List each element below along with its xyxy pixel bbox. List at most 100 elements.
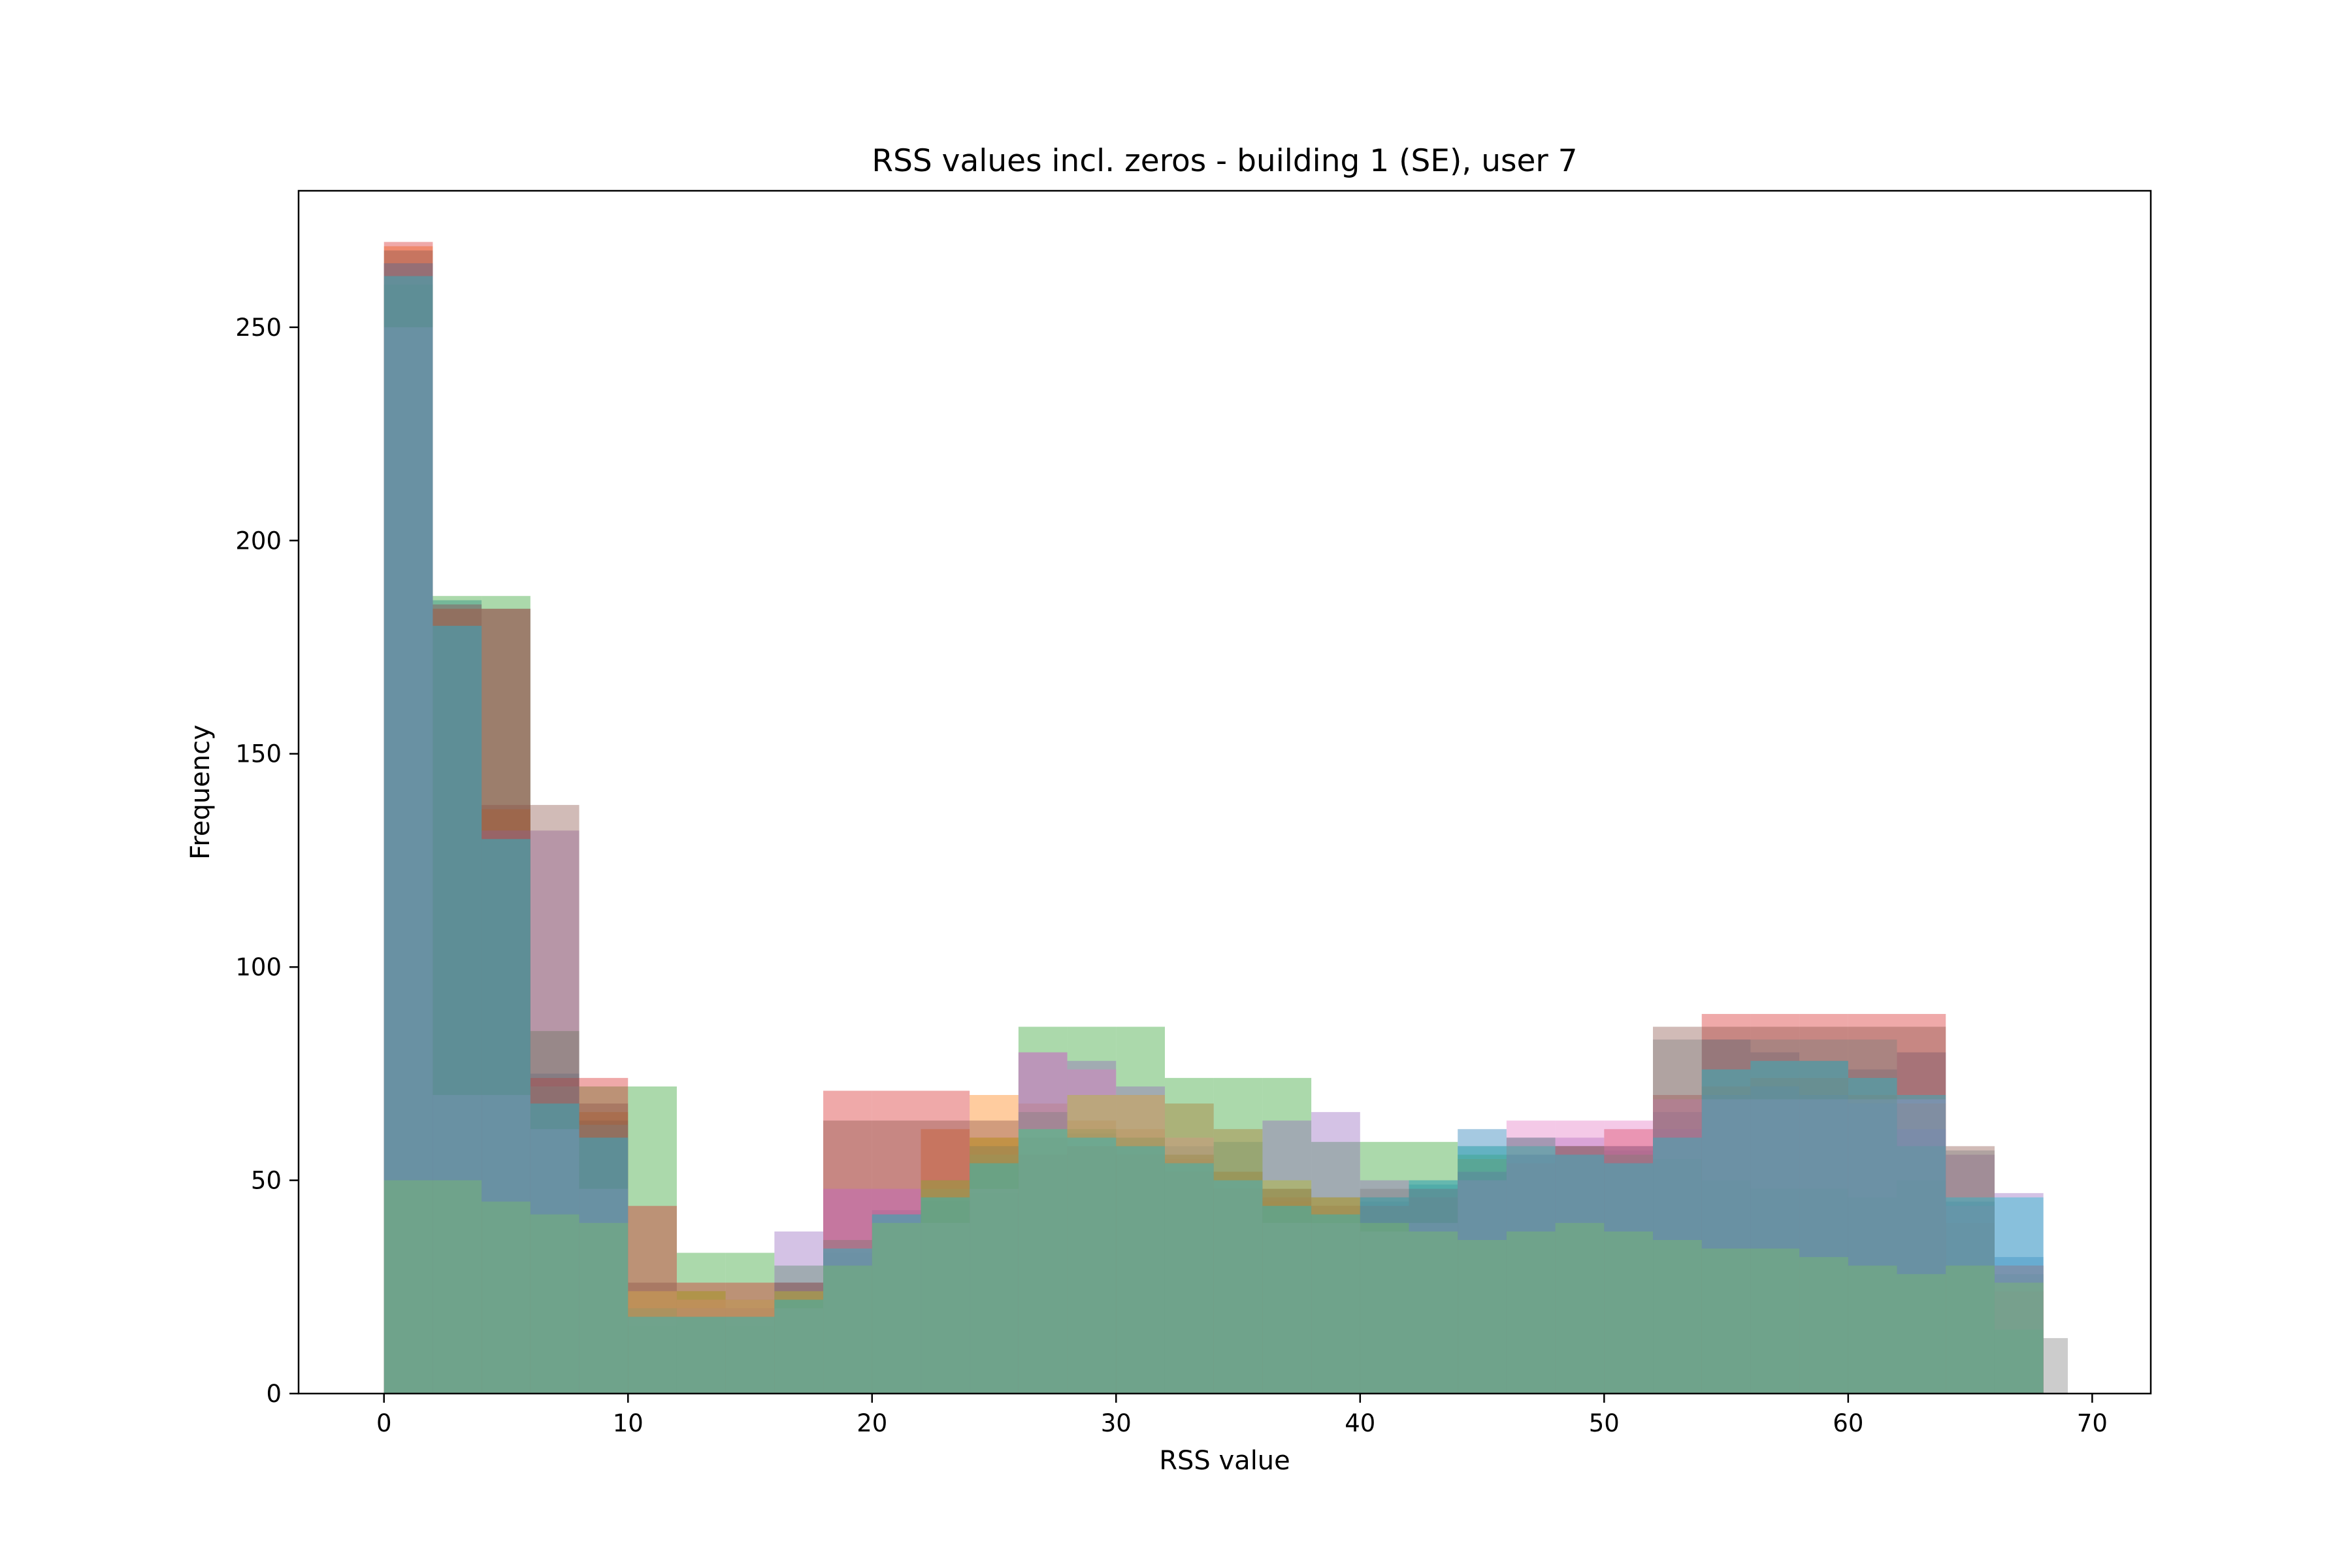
- y-tick-label: 200: [235, 527, 282, 555]
- histogram-bar: [530, 1129, 580, 1394]
- histogram-bar: [1555, 1146, 1605, 1394]
- histogram-bars: [384, 242, 2068, 1394]
- histogram-bar: [725, 1299, 775, 1394]
- histogram-bar: [1116, 1146, 1165, 1394]
- histogram-bar: [579, 1120, 629, 1394]
- histogram-bar: [1653, 1026, 1702, 1394]
- histogram-bar: [579, 1137, 629, 1394]
- histogram-bar: [1604, 1129, 1654, 1394]
- histogram-bar: [1604, 1231, 1654, 1394]
- histogram-bar: [1701, 1026, 1751, 1394]
- histogram-bar: [970, 1095, 1019, 1394]
- histogram-bar: [1848, 1013, 1897, 1394]
- histogram-bar: [530, 1103, 580, 1394]
- histogram-bar: [872, 1222, 921, 1394]
- histogram-bar: [628, 1205, 677, 1394]
- histogram-bar: [433, 596, 482, 1394]
- histogram-bar: [1897, 1103, 1946, 1394]
- histogram-bar: [1799, 1077, 1848, 1394]
- histogram-bar: [579, 1222, 629, 1394]
- histogram-bar: [1701, 1039, 1751, 1394]
- histogram-bar: [1067, 1069, 1117, 1394]
- histogram-bar: [1555, 1154, 1605, 1394]
- histogram-bar: [433, 1180, 482, 1394]
- histogram-bar: [1799, 1257, 1848, 1394]
- histogram-bar: [1458, 1158, 1507, 1394]
- histogram-bar: [1360, 1188, 1409, 1394]
- histogram-bar: [628, 1308, 677, 1394]
- histogram-bar: [1116, 1086, 1165, 1394]
- histogram-bar: [1311, 1197, 1360, 1394]
- histogram-bar: [482, 608, 531, 1394]
- y-tick-label: 100: [235, 953, 282, 981]
- histogram-bar: [1555, 1137, 1605, 1394]
- histogram-bar: [1848, 1077, 1897, 1394]
- histogram-bar: [1213, 1129, 1263, 1394]
- histogram-bar: [1506, 1154, 1556, 1394]
- histogram-bar: [628, 1291, 677, 1394]
- series-4: [384, 242, 2044, 1394]
- histogram-bar: [1799, 1060, 1848, 1394]
- histogram-bar: [1653, 1137, 1702, 1394]
- series-6: [384, 250, 2044, 1394]
- histogram-bar: [1897, 1129, 1946, 1394]
- histogram-bar: [1067, 1133, 1117, 1394]
- histogram-bar: [628, 1308, 677, 1394]
- histogram-bar: [1360, 1141, 1409, 1394]
- histogram-bar: [1555, 1146, 1605, 1394]
- histogram-bar: [823, 1188, 872, 1394]
- histogram-bar: [774, 1231, 824, 1394]
- histogram-bar: [1946, 1150, 1995, 1394]
- histogram-bar: [872, 1188, 921, 1394]
- histogram-bar: [384, 263, 433, 1394]
- histogram-bar: [1262, 1120, 1312, 1394]
- histogram-bar: [676, 1308, 726, 1394]
- histogram-bar: [1946, 1146, 1995, 1394]
- histogram-bar: [1604, 1146, 1654, 1394]
- histogram-bar: [628, 1291, 677, 1394]
- histogram-bar: [1653, 1129, 1702, 1394]
- histogram-bar: [725, 1308, 775, 1394]
- histogram-bar: [1604, 1154, 1654, 1394]
- histogram-bar: [1701, 1069, 1751, 1394]
- histogram-bar: [1360, 1197, 1409, 1394]
- histogram-bar: [1311, 1205, 1360, 1394]
- y-tick-label: 0: [266, 1380, 282, 1408]
- histogram-bar: [1653, 1239, 1702, 1394]
- histogram-bar: [1360, 1201, 1409, 1394]
- histogram-bar: [725, 1316, 775, 1394]
- y-tick-label: 50: [251, 1167, 282, 1195]
- histogram-bar: [1848, 1266, 1897, 1394]
- histogram-bar: [482, 809, 531, 1394]
- histogram-bar: [1799, 1060, 1848, 1394]
- histogram-bar: [1067, 1129, 1117, 1394]
- histogram-bar: [774, 1299, 824, 1394]
- histogram-bar: [530, 1031, 580, 1394]
- histogram-bar: [1750, 1052, 1800, 1394]
- histogram-bar: [433, 1095, 482, 1394]
- histogram-bar: [1848, 1099, 1897, 1394]
- histogram-bar: [1164, 1154, 1214, 1394]
- histogram-bar: [1360, 1205, 1409, 1394]
- histogram-bar: [872, 1222, 921, 1394]
- histogram-bar: [1604, 1120, 1654, 1394]
- histogram-bar: [1458, 1129, 1507, 1394]
- histogram-bar: [1701, 1039, 1751, 1394]
- histogram-bar: [1653, 1158, 1702, 1394]
- histogram-bar: [921, 1180, 970, 1394]
- histogram-bar: [921, 1090, 970, 1394]
- histogram-bar: [1848, 1026, 1897, 1394]
- histogram-bar: [872, 1090, 921, 1394]
- histogram-bar: [1897, 1095, 1946, 1394]
- histogram-bar: [823, 1239, 872, 1394]
- histogram-bar: [1994, 1291, 2044, 1394]
- histogram-bar: [1213, 1180, 1263, 1394]
- histogram-bar: [1311, 1214, 1360, 1394]
- histogram-bar: [1018, 1137, 1068, 1394]
- histogram-bar: [1360, 1231, 1409, 1394]
- histogram-bar: [1994, 1266, 2044, 1394]
- histogram-bar: [1409, 1231, 1458, 1394]
- histogram-bar: [482, 1095, 531, 1394]
- histogram-bar: [872, 1214, 921, 1394]
- histogram-bar: [530, 1073, 580, 1394]
